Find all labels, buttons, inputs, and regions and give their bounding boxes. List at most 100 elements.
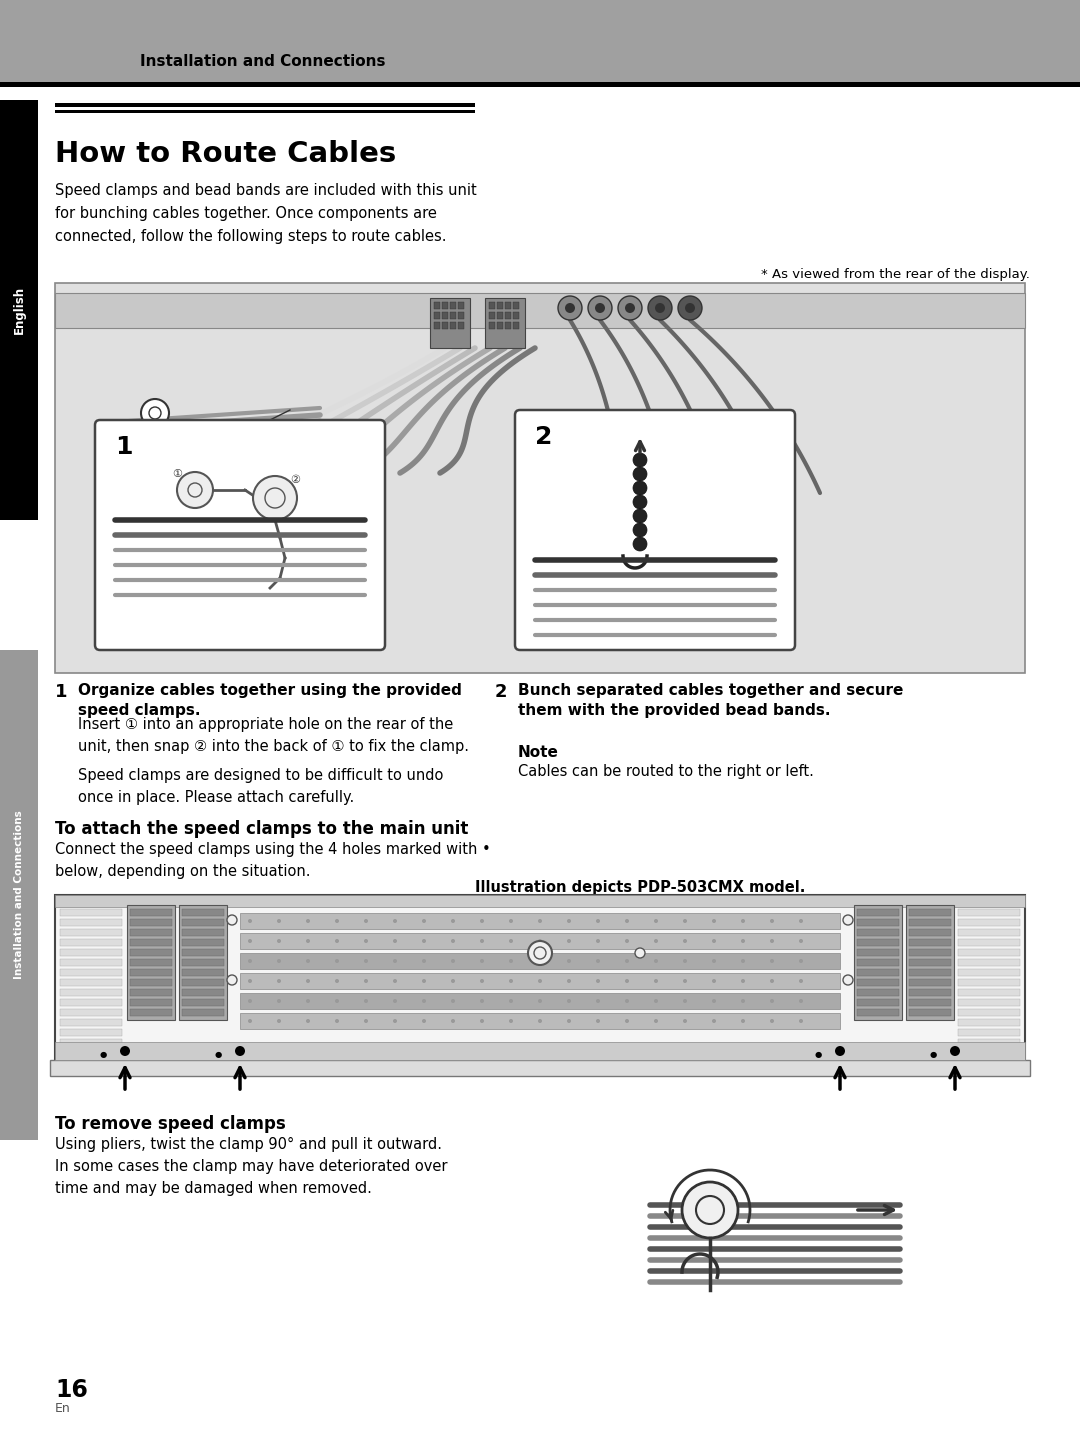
Circle shape: [744, 553, 756, 565]
Circle shape: [633, 452, 647, 467]
Bar: [489, 313, 495, 318]
Circle shape: [596, 999, 600, 1003]
Text: Organize cables together using the provided
speed clamps.: Organize cables together using the provi…: [78, 683, 462, 718]
Circle shape: [596, 1019, 600, 1023]
Bar: [858, 940, 899, 945]
Bar: [55, 895, 1025, 906]
Bar: [55, 282, 1025, 673]
Bar: [958, 968, 1020, 976]
Bar: [909, 1009, 951, 1016]
Circle shape: [744, 525, 756, 537]
Circle shape: [451, 960, 455, 963]
Circle shape: [141, 399, 168, 427]
Bar: [958, 1039, 1020, 1046]
Circle shape: [678, 295, 702, 320]
Circle shape: [248, 940, 252, 942]
Circle shape: [248, 1019, 252, 1023]
Bar: [497, 321, 503, 329]
Text: To remove speed clamps: To remove speed clamps: [55, 1115, 286, 1133]
Bar: [442, 313, 448, 318]
Bar: [450, 321, 456, 329]
Bar: [50, 1061, 1030, 1076]
Bar: [858, 989, 899, 996]
Circle shape: [393, 1019, 397, 1023]
Circle shape: [451, 940, 455, 942]
Bar: [958, 960, 1020, 965]
Circle shape: [306, 960, 310, 963]
Circle shape: [712, 978, 716, 983]
Bar: [909, 909, 951, 916]
Bar: [513, 313, 519, 318]
Bar: [183, 960, 224, 965]
Circle shape: [538, 999, 542, 1003]
Circle shape: [648, 295, 672, 320]
Circle shape: [567, 919, 571, 924]
Bar: [958, 1029, 1020, 1036]
Circle shape: [633, 523, 647, 537]
Circle shape: [618, 295, 642, 320]
Circle shape: [744, 427, 756, 440]
Circle shape: [654, 303, 665, 313]
Circle shape: [596, 978, 600, 983]
Text: Installation and Connections: Installation and Connections: [140, 55, 386, 69]
Circle shape: [364, 1019, 368, 1023]
Circle shape: [276, 960, 281, 963]
Bar: [60, 929, 122, 937]
Circle shape: [253, 476, 297, 520]
Circle shape: [509, 1019, 513, 1023]
Text: 1: 1: [55, 683, 67, 700]
Bar: [60, 909, 122, 916]
Bar: [458, 303, 464, 308]
Circle shape: [741, 940, 745, 942]
Circle shape: [422, 940, 426, 942]
Circle shape: [770, 919, 774, 924]
Circle shape: [120, 1046, 130, 1056]
Circle shape: [364, 999, 368, 1003]
Bar: [0, 0, 1080, 82]
Text: How to Route Cables: How to Route Cables: [55, 140, 396, 169]
Circle shape: [683, 940, 687, 942]
Bar: [100, 425, 380, 646]
Circle shape: [393, 999, 397, 1003]
Bar: [505, 321, 511, 329]
Circle shape: [393, 978, 397, 983]
Circle shape: [683, 919, 687, 924]
Bar: [909, 978, 951, 986]
Circle shape: [741, 960, 745, 963]
Bar: [858, 919, 899, 927]
Circle shape: [625, 999, 629, 1003]
Text: English: English: [13, 285, 26, 334]
Circle shape: [276, 919, 281, 924]
Circle shape: [744, 566, 756, 579]
Circle shape: [770, 960, 774, 963]
Bar: [909, 950, 951, 955]
Bar: [458, 313, 464, 318]
Circle shape: [306, 940, 310, 942]
Circle shape: [306, 978, 310, 983]
Bar: [183, 919, 224, 927]
Text: Speed clamps and bead bands are included with this unit
for bunching cables toge: Speed clamps and bead bands are included…: [55, 183, 476, 244]
Circle shape: [567, 940, 571, 942]
Circle shape: [843, 915, 853, 925]
FancyBboxPatch shape: [55, 895, 1025, 1061]
Circle shape: [227, 976, 237, 986]
Bar: [60, 1029, 122, 1036]
Circle shape: [683, 978, 687, 983]
Circle shape: [633, 481, 647, 496]
Bar: [858, 968, 899, 976]
Bar: [430, 298, 470, 347]
Circle shape: [741, 978, 745, 983]
Bar: [183, 968, 224, 976]
Circle shape: [480, 960, 484, 963]
Bar: [130, 960, 172, 965]
Circle shape: [567, 999, 571, 1003]
Bar: [485, 298, 525, 347]
Bar: [909, 940, 951, 945]
Bar: [60, 968, 122, 976]
Bar: [55, 293, 1025, 329]
Circle shape: [422, 1019, 426, 1023]
Bar: [909, 999, 951, 1006]
Bar: [240, 973, 840, 989]
Circle shape: [509, 940, 513, 942]
Bar: [497, 303, 503, 308]
